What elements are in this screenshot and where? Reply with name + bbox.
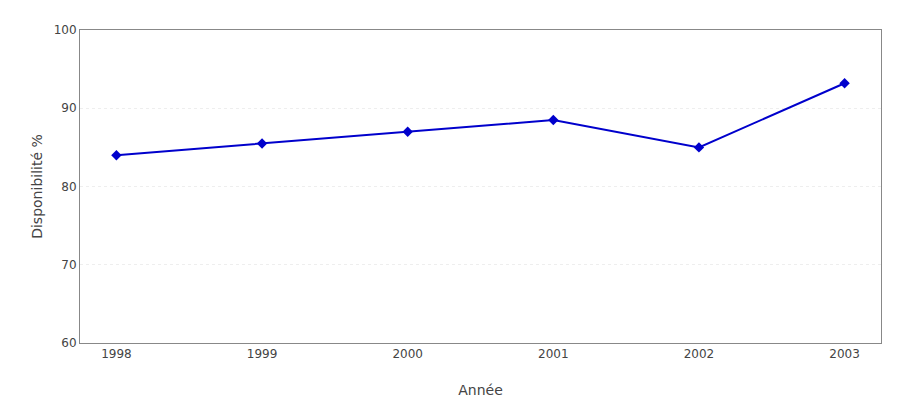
svg-text:2000: 2000 (392, 347, 423, 361)
svg-text:2002: 2002 (684, 347, 715, 361)
svg-text:70: 70 (61, 258, 76, 272)
svg-text:1999: 1999 (247, 347, 278, 361)
svg-text:Disponibilité %: Disponibilité % (29, 134, 45, 239)
svg-text:2003: 2003 (829, 347, 860, 361)
svg-text:80: 80 (61, 180, 76, 194)
svg-text:90: 90 (61, 101, 76, 115)
svg-text:60: 60 (61, 336, 76, 350)
svg-text:100: 100 (54, 23, 77, 37)
svg-text:1998: 1998 (101, 347, 132, 361)
svg-text:2001: 2001 (538, 347, 569, 361)
svg-text:Année: Année (458, 382, 503, 398)
